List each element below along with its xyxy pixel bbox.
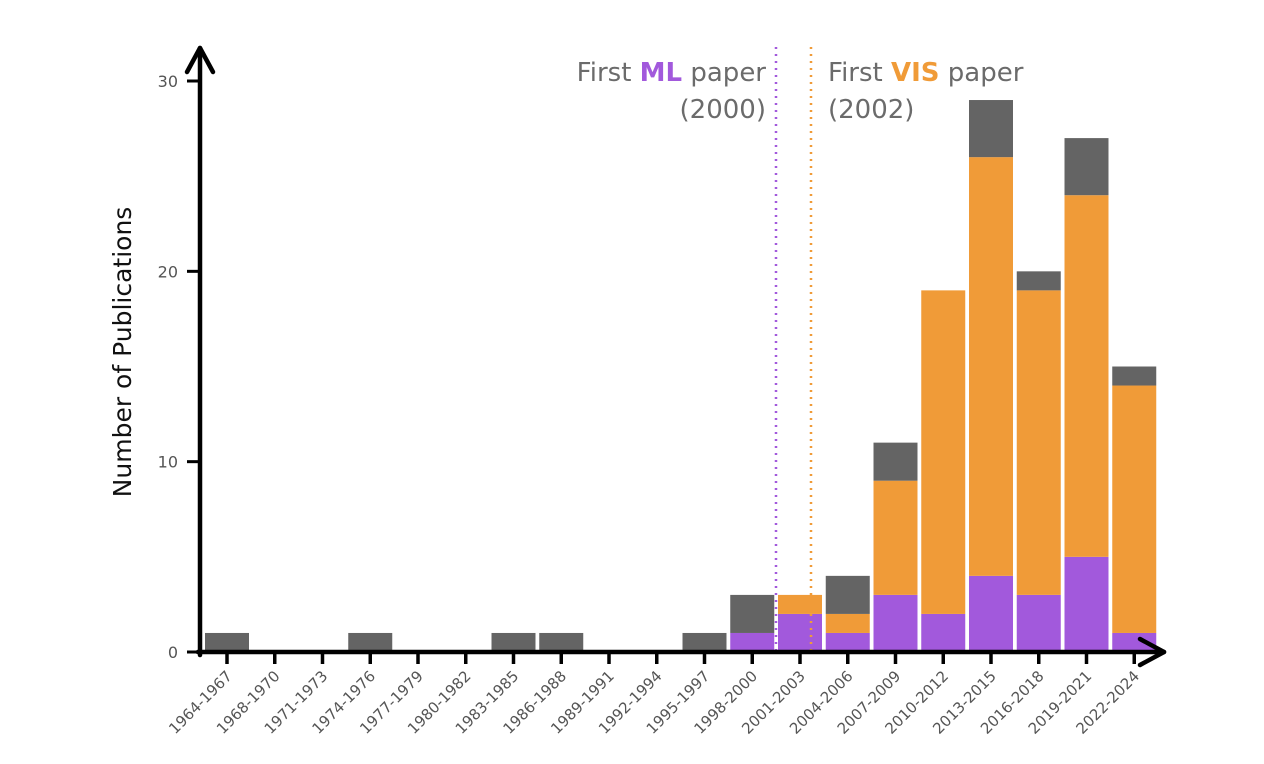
bar-segment-2019-2021-s1 — [1064, 195, 1109, 557]
y-tick-label-0: 0 — [168, 643, 178, 662]
bar-segment-1986-1988-s2 — [539, 632, 584, 652]
bar-segment-2022-2024-s2 — [1112, 366, 1157, 386]
bar-segment-2001-2003-s1 — [778, 594, 822, 614]
bar-segment-2001-2003-s0 — [778, 613, 822, 652]
axes-group — [184, 45, 1167, 668]
bar-segment-1983-1985-s2 — [491, 632, 536, 652]
annotation-title-ml: First ML paper — [577, 58, 767, 88]
bar-segment-2016-2018-s2 — [1016, 271, 1061, 291]
annotation-year-ml: (2000) — [680, 95, 766, 125]
y-axis-arrowhead — [184, 45, 216, 75]
annotation-year-vis: (2002) — [828, 95, 914, 125]
annotation-title-vis: First VIS paper — [828, 58, 1024, 88]
annotation-group: First ML paper (2000) First VIS paper (2002… — [577, 58, 1024, 125]
bar-segment-2007-2009-s1 — [873, 480, 918, 595]
bar-segment-2010-2012-s1 — [921, 290, 966, 614]
y-tick-label-10: 10 — [158, 453, 178, 472]
y-axis-label: Number of Publications — [108, 207, 137, 498]
y-tick-group: 0 10 20 30 — [158, 72, 200, 662]
bar-segment-2013-2015-s0 — [969, 575, 1013, 652]
bar-segment-2013-2015-s2 — [969, 100, 1013, 158]
bar-segment-1964-1967-s2 — [205, 632, 249, 652]
bar-segment-2022-2024-s0 — [1112, 632, 1157, 652]
bar-segment-2016-2018-s0 — [1016, 594, 1061, 652]
y-tick-label-30: 30 — [158, 72, 178, 91]
bar-segment-1998-2000-s0 — [730, 632, 775, 652]
bar-segment-2004-2006-s1 — [825, 613, 870, 633]
bar-segment-2019-2021-s0 — [1064, 556, 1109, 652]
bars-group — [205, 100, 1157, 652]
bar-segment-2010-2012-s0 — [921, 613, 966, 652]
y-tick-label-20: 20 — [158, 262, 178, 281]
bar-segment-2013-2015-s1 — [969, 157, 1013, 576]
bar-segment-2004-2006-s2 — [825, 575, 870, 614]
bar-segment-2019-2021-s2 — [1064, 138, 1109, 196]
bar-segment-2016-2018-s1 — [1016, 290, 1061, 595]
bar-segment-2007-2009-s2 — [873, 442, 918, 481]
bar-segment-2004-2006-s0 — [825, 632, 870, 652]
bar-segment-2022-2024-s1 — [1112, 385, 1157, 633]
x-axis-arrowhead — [1137, 636, 1167, 668]
bar-segment-2007-2009-s0 — [873, 594, 918, 652]
x-tick-group: 1964-19671968-19701971-19731974-19761977… — [165, 652, 1143, 738]
bar-segment-1974-1976-s2 — [348, 632, 393, 652]
bar-segment-1995-1997-s2 — [682, 632, 727, 652]
reference-lines — [774, 47, 813, 652]
bar-segment-1998-2000-s2 — [730, 594, 775, 633]
